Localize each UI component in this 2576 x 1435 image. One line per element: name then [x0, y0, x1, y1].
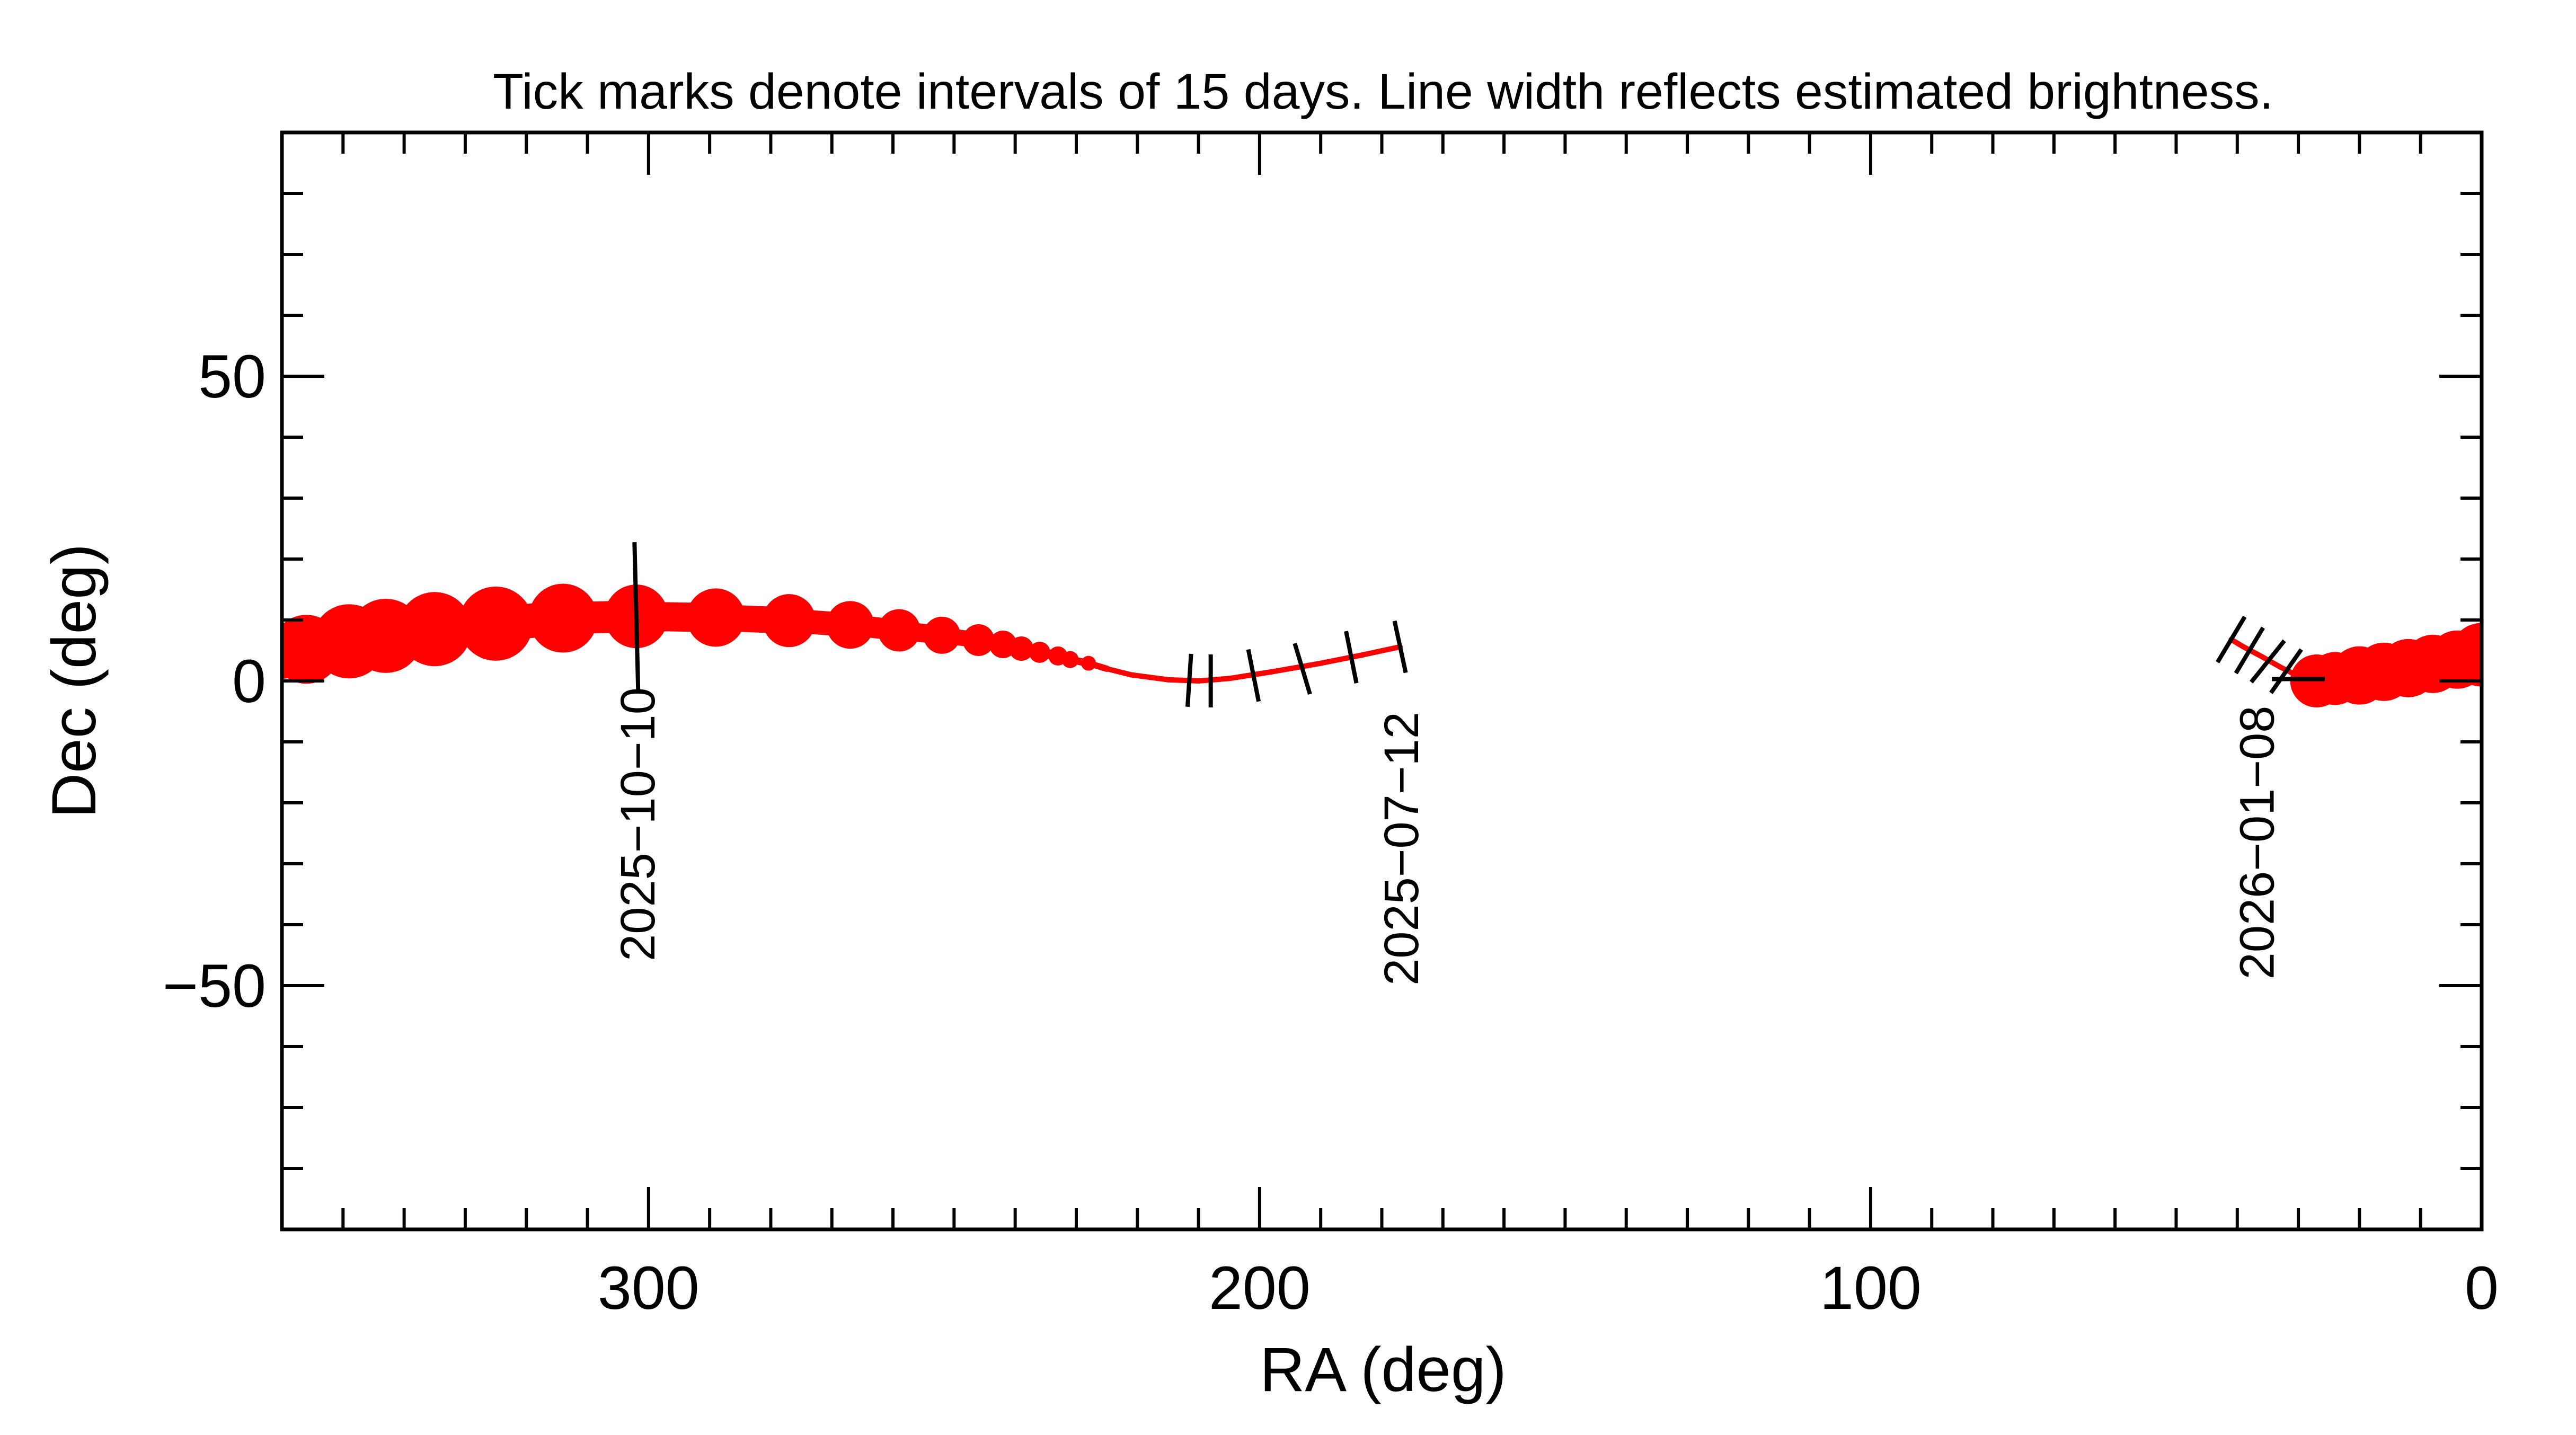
track-segment: [1165, 677, 1201, 684]
interval-tick: [2234, 626, 2265, 675]
track-segment: [1196, 676, 1232, 684]
y-tick-label: −50: [163, 952, 266, 1020]
interval-tick: [1246, 649, 1261, 702]
track-segment: [1269, 660, 1324, 675]
track-point: [1009, 636, 1034, 661]
x-tick-label: 300: [598, 1254, 700, 1322]
date-annotation: 2025−10−10: [611, 687, 665, 961]
interval-tick: [2216, 615, 2247, 663]
track-layer: [282, 583, 2482, 707]
x-axis-label: RA (deg): [1260, 1335, 1507, 1405]
interval-tick: [2250, 639, 2286, 684]
track-segment: [1318, 652, 1366, 666]
track-point: [763, 594, 816, 648]
track-segment: [2241, 644, 2264, 659]
y-tick-label: 0: [232, 648, 266, 715]
interval-tick: [1293, 642, 1312, 695]
track-point: [1029, 641, 1050, 663]
track-point: [826, 601, 874, 649]
track-segment: [2259, 654, 2283, 670]
track-segment: [1360, 644, 1403, 658]
track-point: [686, 588, 745, 647]
interval-tick-layer: [632, 542, 2325, 707]
axes-layer: 300 200 100 0 −50 0 50: [163, 130, 2499, 1322]
date-annotation: 2026−01−08: [2230, 706, 2284, 980]
x-tick-label: 0: [2465, 1254, 2499, 1322]
track-point: [528, 583, 598, 653]
track-point: [923, 616, 961, 654]
y-axis-label: Dec (deg): [39, 544, 109, 818]
track-point: [1081, 656, 1096, 671]
track-point: [962, 624, 995, 656]
track-point: [878, 609, 920, 652]
interval-tick: [2269, 648, 2303, 694]
x-tick-label: 100: [1820, 1254, 1922, 1322]
track-point: [397, 592, 472, 667]
date-annotation-layer: 2025−10−10 2025−07−12 2026−01−08: [611, 687, 2285, 986]
track-segment: [2228, 636, 2246, 650]
track-point: [458, 586, 533, 661]
y-tick-label: 50: [198, 343, 266, 411]
x-tick-label: 200: [1209, 1254, 1311, 1322]
track-point: [1061, 651, 1079, 668]
track-segment: [1226, 669, 1274, 681]
track-segment: [1104, 666, 1134, 678]
interval-tick: [632, 542, 641, 691]
chart-title: Tick marks denote intervals of 15 days. …: [493, 64, 2273, 120]
interval-tick: [1185, 653, 1193, 707]
track-series: [282, 583, 1403, 684]
track-segment: [1128, 672, 1171, 683]
interval-tick: [1392, 620, 1408, 674]
interval-tick: [1344, 631, 1359, 684]
date-annotation: 2025−07−12: [1375, 712, 1429, 986]
